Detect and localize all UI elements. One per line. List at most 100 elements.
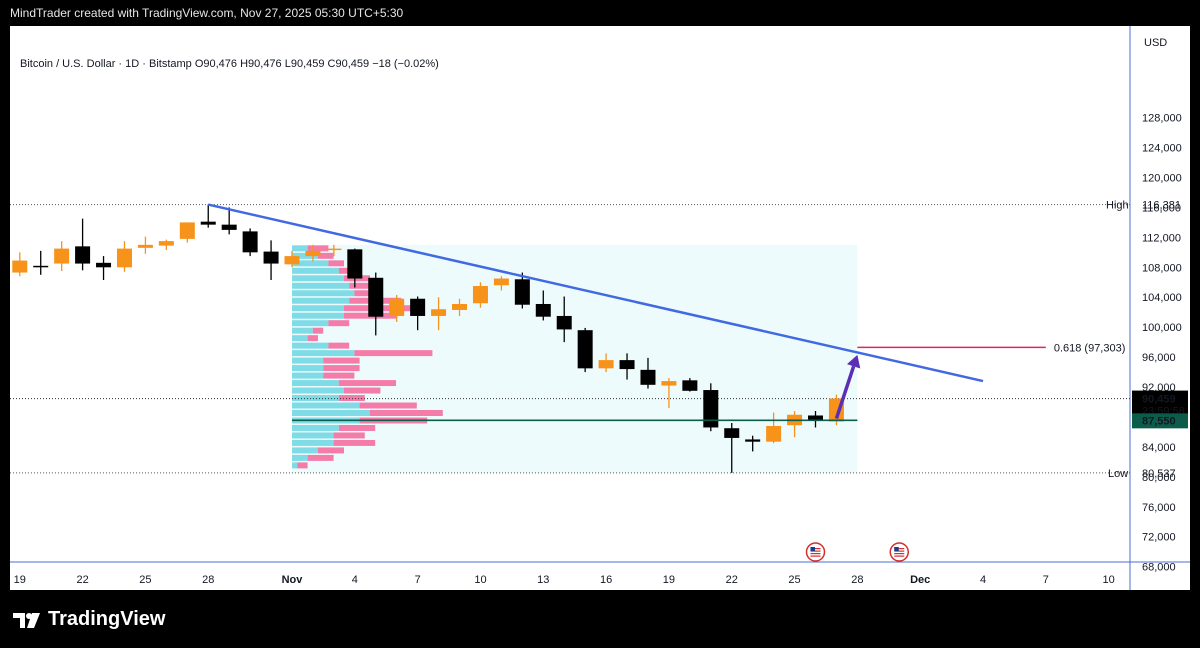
candle-body-down[interactable] — [640, 369, 656, 385]
candle-body-down[interactable] — [242, 231, 258, 253]
candle-body-up[interactable] — [431, 309, 447, 316]
low-value-label: 80,537 — [1142, 468, 1176, 480]
date-tick-label: 16 — [600, 574, 612, 586]
volume-profile-down-bar — [318, 447, 344, 454]
candle-body-down[interactable] — [808, 415, 823, 421]
date-tick-label: 22 — [726, 574, 738, 586]
bullish-arrow-shaft[interactable] — [834, 365, 856, 420]
candle-body-down[interactable] — [221, 224, 237, 230]
low-label: Low — [1108, 468, 1128, 480]
volume-profile-down-bar — [338, 380, 396, 387]
us-flag-icon[interactable] — [889, 542, 910, 562]
volume-profile-up-bar — [292, 312, 344, 319]
poc-price-label: 87,550 — [1142, 415, 1176, 427]
volume-profile-up-bar — [292, 447, 318, 454]
price-tick-label: 128,000 — [1142, 113, 1182, 125]
brand-label: TradingView — [48, 608, 166, 630]
flag-stripe — [894, 555, 905, 557]
price-tick-label: 84,000 — [1142, 442, 1176, 454]
date-tick-label: 28 — [202, 574, 214, 586]
flag-stripe — [810, 550, 821, 552]
candle-body-down[interactable] — [368, 277, 384, 317]
candle-body-up[interactable] — [284, 256, 300, 265]
tradingview-logo-icon — [13, 612, 40, 628]
date-tick-label: 7 — [415, 574, 421, 586]
volume-profile-down-bar — [307, 454, 334, 461]
candle-body-down[interactable] — [347, 249, 363, 279]
price-tick-label: 108,000 — [1142, 262, 1182, 274]
volume-profile-down-bar — [354, 290, 381, 297]
symbol-legend: Bitcoin / U.S. Dollar · 1D · Bitstamp O9… — [20, 58, 439, 70]
candle-body-down[interactable] — [96, 262, 112, 268]
volume-profile-up-bar — [292, 454, 308, 461]
chart-frame[interactable]: 0.618 (97,303) USD 128,000 124,000 120,000 11… — [10, 26, 1190, 590]
volume-profile-down-bar — [333, 432, 365, 439]
volume-profile-up-bar — [292, 290, 355, 297]
candle-body-up[interactable] — [137, 244, 153, 248]
volume-profile-up-bar — [292, 462, 298, 469]
candle-body-up[interactable] — [12, 260, 28, 273]
price-tick-label: 120,000 — [1142, 173, 1182, 185]
candle-body-down[interactable] — [200, 221, 216, 225]
us-flag-icon[interactable] — [805, 542, 826, 562]
candle-body-down[interactable] — [556, 315, 572, 330]
candle-body-up[interactable] — [326, 248, 342, 251]
candle-body-up[interactable] — [305, 250, 321, 257]
date-tick-label: Nov — [282, 574, 304, 586]
candle-body-down[interactable] — [724, 428, 740, 438]
price-tick-label: 68,000 — [1142, 562, 1176, 574]
price-tick-label: 104,000 — [1142, 292, 1182, 304]
tradingview-logo[interactable]: TradingView — [12, 608, 165, 631]
volume-profile-up-bar — [292, 305, 344, 312]
candle-body-up[interactable] — [472, 286, 488, 304]
flag-stripe — [894, 548, 905, 550]
candle-body-up[interactable] — [116, 248, 132, 268]
descending-trendline[interactable] — [207, 203, 984, 383]
candle-body-down[interactable] — [619, 360, 635, 370]
candle-body-up[interactable] — [54, 248, 70, 264]
candle-body-down[interactable] — [745, 439, 761, 442]
candle-body-down[interactable] — [577, 330, 593, 369]
volume-profile-down-bar — [370, 410, 443, 416]
candle-body-down[interactable] — [703, 390, 719, 428]
volume-profile-down-bar — [338, 424, 376, 431]
price-tick-label: 80,000 — [1142, 472, 1176, 484]
candle-body-down[interactable] — [514, 279, 530, 305]
candle-body-up[interactable] — [493, 278, 509, 286]
volume-profile-down-bar — [323, 365, 360, 372]
candle-body-down[interactable] — [535, 303, 551, 317]
volume-profile-up-bar — [292, 275, 344, 282]
candle-body-up[interactable] — [452, 303, 468, 310]
price-tick-label: 72,000 — [1142, 532, 1176, 544]
price-chart[interactable]: 0.618 (97,303) USD 128,000 124,000 120,000 11… — [10, 26, 1190, 590]
candle-body-down[interactable] — [410, 298, 426, 316]
date-tick-label: 19 — [663, 574, 675, 586]
volume-profile-up-bar — [292, 372, 324, 379]
date-tick-label: 4 — [980, 574, 986, 586]
volume-profile-down-bar — [354, 350, 433, 357]
volume-profile-down-bar — [307, 245, 329, 252]
candle-body-up[interactable] — [389, 298, 405, 316]
candle-body-down[interactable] — [33, 265, 49, 268]
date-tick-label: Dec — [910, 574, 930, 586]
volume-profile-down-bar — [323, 357, 360, 364]
bullish-arrow-head[interactable] — [846, 354, 861, 369]
volume-profile-up-bar — [292, 395, 339, 402]
volume-profile-up-bar — [292, 342, 329, 349]
candle-body-down[interactable] — [263, 251, 279, 264]
volume-profile-down-bar — [323, 372, 355, 379]
flag-canton — [894, 547, 899, 551]
candle-body-up[interactable] — [766, 425, 782, 442]
date-tick-label: 25 — [139, 574, 151, 586]
flag-stripe — [894, 553, 905, 555]
candle-body-up[interactable] — [179, 222, 195, 239]
candle-body-up[interactable] — [158, 241, 174, 246]
candle-body-down[interactable] — [75, 246, 91, 264]
candle-body-down[interactable] — [682, 380, 698, 391]
price-tick-label: 112,000 — [1142, 232, 1181, 244]
volume-profile-up-bar — [292, 335, 308, 342]
date-tick-label: 10 — [1103, 574, 1115, 586]
candle-body-up[interactable] — [661, 381, 677, 386]
candle-body-up[interactable] — [598, 360, 614, 369]
flag-stripe — [810, 555, 821, 557]
